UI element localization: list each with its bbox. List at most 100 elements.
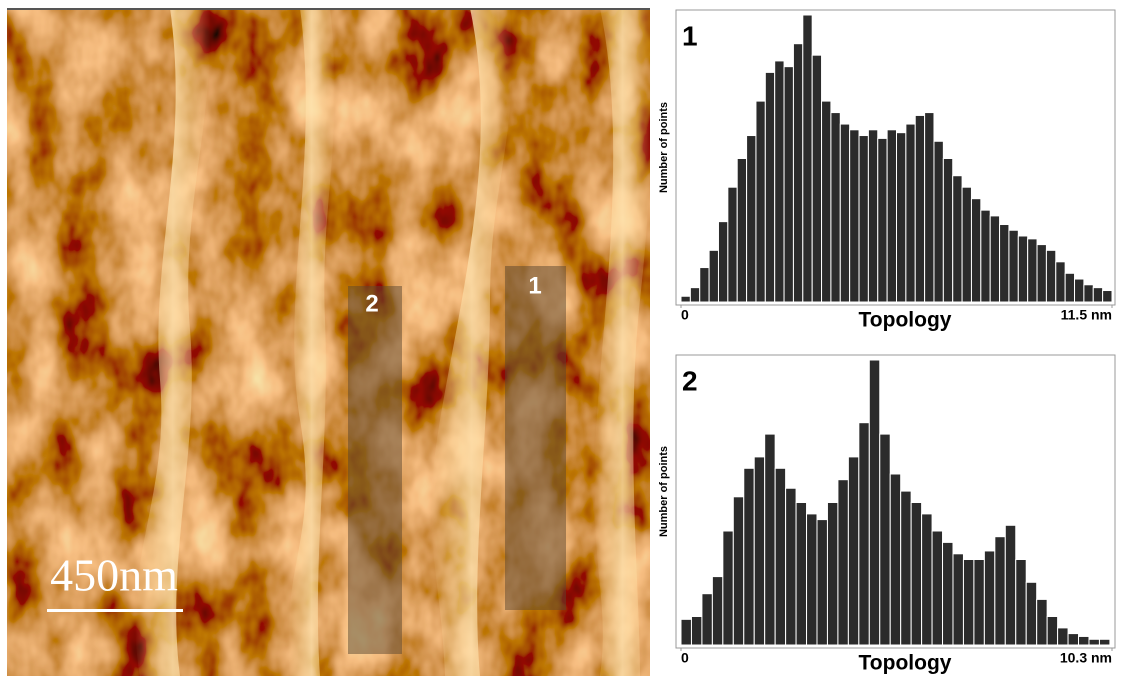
x-tick-label: 0 [681, 307, 689, 323]
bar [802, 14, 813, 303]
panel-label: 1 [682, 20, 698, 51]
bar [980, 209, 991, 303]
bar [699, 267, 710, 303]
bar [896, 132, 907, 303]
scale-bar-label: 450nm [50, 550, 178, 601]
bar [889, 473, 902, 646]
bar [690, 616, 703, 646]
bar [680, 618, 692, 646]
bar [970, 198, 982, 303]
bar [1074, 278, 1085, 303]
x-tick-label: 10.3 nm [1060, 650, 1112, 666]
bar [680, 295, 691, 303]
bar [1027, 238, 1038, 303]
bar [821, 100, 832, 303]
plot-frame [675, 354, 1116, 649]
bar [847, 456, 860, 646]
bar [1036, 244, 1047, 303]
bar [867, 129, 879, 303]
bar [792, 43, 804, 303]
plot-frame [675, 9, 1116, 306]
bar [942, 541, 954, 646]
bar [849, 129, 860, 303]
bar [711, 576, 724, 646]
bar [727, 186, 738, 303]
bar [743, 467, 755, 646]
bar [1102, 290, 1113, 303]
bar [905, 123, 916, 303]
y-axis-label: Number of points [658, 102, 670, 193]
bar [879, 433, 891, 646]
bar [900, 490, 912, 646]
bar [994, 536, 1006, 646]
bar [989, 215, 1001, 303]
bar [806, 513, 818, 646]
bar [736, 158, 748, 303]
bar [962, 559, 975, 646]
bar [1036, 598, 1048, 646]
region-box [505, 266, 566, 610]
bar [1017, 235, 1029, 303]
bar [717, 221, 729, 303]
bar [868, 359, 881, 646]
bar [1004, 524, 1017, 646]
bar [931, 530, 944, 646]
bar [795, 502, 808, 646]
scale-bar [47, 609, 183, 612]
bar [1067, 633, 1080, 646]
region-label: 1 [528, 272, 541, 299]
bar [1008, 229, 1019, 303]
bar [708, 249, 719, 303]
bar [764, 71, 776, 303]
bar [746, 135, 757, 303]
bar [1045, 249, 1057, 303]
afm-image: 1 2 450nm [7, 8, 651, 676]
x-axis-label: Topology [859, 309, 952, 332]
bar [858, 135, 869, 303]
bar [924, 112, 935, 303]
bar [826, 502, 839, 646]
bar [952, 553, 964, 646]
bar [1025, 581, 1038, 646]
bar [783, 66, 794, 303]
bar [973, 559, 985, 646]
bar [1088, 638, 1100, 646]
bar [1064, 272, 1076, 303]
bar [910, 502, 923, 646]
panel-label: 2 [682, 365, 698, 396]
bar [689, 287, 701, 303]
bar [732, 496, 745, 646]
bar [942, 158, 954, 303]
bar [914, 114, 926, 303]
bar [877, 137, 888, 303]
bar [830, 112, 841, 303]
bar [999, 224, 1010, 303]
x-tick-label: 11.5 nm [1061, 307, 1112, 323]
bar [839, 123, 851, 303]
bar [1098, 638, 1111, 646]
bar [753, 456, 766, 646]
bar [764, 433, 776, 646]
x-axis-label: Topology [859, 652, 952, 675]
bar [921, 513, 933, 646]
bar [816, 519, 828, 646]
bar [933, 140, 944, 303]
bar [755, 100, 766, 303]
bar [722, 530, 734, 646]
region-label: 2 [365, 290, 378, 317]
bar [952, 175, 963, 303]
bar [1055, 261, 1066, 303]
bar [961, 186, 972, 303]
x-tick-label: 0 [681, 650, 689, 666]
bar [701, 593, 713, 646]
region-box [348, 286, 402, 654]
bar [1015, 559, 1027, 646]
bar [886, 129, 897, 303]
bar [774, 60, 785, 303]
bar [1078, 635, 1090, 646]
bar [1046, 616, 1059, 646]
bar [811, 54, 823, 303]
bar [983, 550, 996, 646]
bar [1083, 284, 1094, 303]
